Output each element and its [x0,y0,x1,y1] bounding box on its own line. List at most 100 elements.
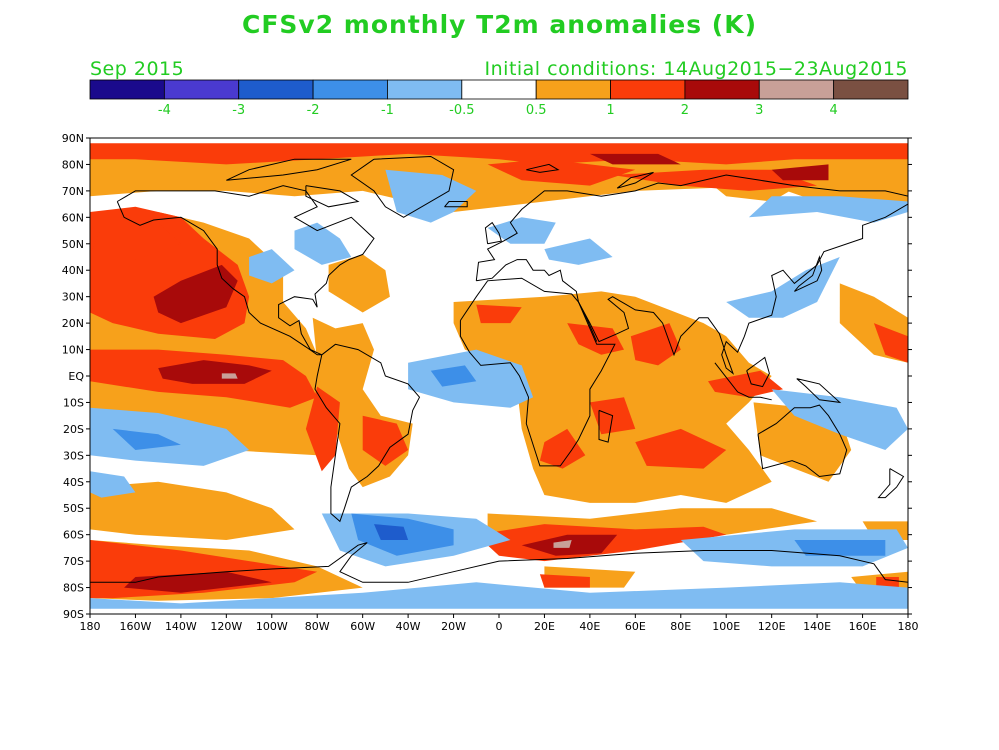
coastline [757,404,848,478]
lon-tick-label: 160E [849,620,877,633]
anomaly-fields [90,143,908,609]
anomaly-region-dark-red [153,264,238,324]
lon-tick-label: 180 [898,620,919,633]
anomaly-region-pink [553,540,572,548]
anomaly-region-dark-red [589,153,681,165]
map-axes: 90N 80N 70N 60N 50N 40N 30N 20N 10N EQ 10S 20S 30S 40… [62,132,919,633]
coastline [459,277,616,467]
anomaly-region-red [362,415,409,466]
coastline [526,163,560,173]
lon-tick-label: 140W [165,620,197,633]
lat-tick-label: 90N [62,132,84,145]
coastline [116,185,375,356]
anomaly-region-pink [221,373,238,379]
lat-tick-label: 80N [62,158,84,171]
lon-tick-label: 80E [670,620,691,633]
anomaly-region-light-blue [748,196,908,223]
anomaly-region-blue [430,365,477,387]
anomaly-region-light-blue [249,249,295,284]
anomaly-region-red [635,428,727,469]
anomaly-map: 90N 80N 70N 60N 50N 40N 30N 20N 10N EQ 10S 20S 30S 40… [62,132,919,633]
lon-tick-label: 20E [534,620,555,633]
anomaly-region-dark-red [771,164,829,181]
anomaly-region-red [539,428,586,469]
anomaly-region-orange [328,254,390,313]
anomaly-region-orange [90,481,295,540]
anomaly-region-orange [90,148,908,212]
lon-tick-label: 160W [120,620,152,633]
lon-tick-label: 120E [758,620,786,633]
lat-tick-label: 50S [63,502,84,515]
lat-tick-label: 10S [63,396,84,409]
anomaly-region-red [487,159,636,186]
lat-tick-label: 60S [63,529,84,542]
anomaly-region-blue [794,540,886,556]
coastline [484,221,502,245]
chart-title: CFSv2 monthly T2m anomalies (K) [241,10,758,39]
anomaly-region-light-blue [90,407,250,466]
anomaly-region-mid-blue [374,524,409,540]
anomaly-region-light-blue [726,257,840,318]
forecast-period: Sep 2015 [90,58,185,80]
lon-tick-label: 60E [625,620,646,633]
coastline [616,171,654,189]
anomaly-region-light-blue [90,471,136,498]
lat-tick-label: 40S [63,476,84,489]
coastline [877,468,905,499]
anomaly-region-light-blue [771,389,908,450]
anomaly-region-red [476,304,522,324]
coastline [90,542,908,583]
coastline [578,301,598,342]
lat-tick-label: 70N [62,185,84,198]
lat-tick-label: 30N [62,291,84,304]
coastline [746,356,770,388]
anomaly-region-light-blue [680,529,908,567]
lat-tick-label: EQ [68,370,84,383]
coastline [598,409,614,443]
lat-tick-label: 20S [63,423,84,436]
lon-tick-label: 0 [496,620,503,633]
lat-tick-label: 70S [63,555,84,568]
lon-tick-label: 80W [305,620,330,633]
coastline [314,343,421,523]
anomaly-region-dark-red [158,360,272,384]
anomaly-region-red [873,323,908,363]
anomaly-region-red [90,222,181,260]
anomaly-region-red [539,574,590,588]
lon-tick-label: 100W [256,620,288,633]
anomaly-region-light-blue [544,238,613,265]
coastlines [90,155,908,583]
coastline [796,378,842,404]
anomaly-region-red [630,323,681,366]
lon-tick-label: 140E [803,620,831,633]
anomaly-region-light-blue [385,169,477,223]
lat-tick-label: 20N [62,317,84,330]
anomaly-region-light-blue [90,582,908,609]
lat-tick-label: 50N [62,238,84,251]
lon-tick-label: 100E [712,620,740,633]
anomaly-region-light-blue [487,217,556,244]
lon-tick-label: 120W [210,620,242,633]
lat-tick-label: 10N [62,344,84,357]
coastline [444,201,468,208]
anomaly-region-red [305,386,340,472]
lon-tick-label: 40W [396,620,421,633]
coastline [714,362,772,401]
anomaly-region-light-blue [294,222,352,265]
coastline [350,155,455,218]
coastline [305,185,360,208]
coastline [794,255,823,292]
lon-tick-label: 180 [80,620,101,633]
lon-tick-label: 20W [441,620,466,633]
lat-tick-label: 40N [62,264,84,277]
anomaly-region-red [876,577,899,588]
anomaly-region-red [612,169,818,191]
lon-tick-label: 60W [350,620,375,633]
lat-tick-label: 90S [63,608,84,621]
lat-tick-label: 60N [62,211,84,224]
anomaly-region-blue [112,428,181,450]
coastline [226,158,352,181]
lat-tick-label: 30S [63,449,84,462]
lat-tick-label: 80S [63,582,84,595]
lon-tick-label: 40E [579,620,600,633]
